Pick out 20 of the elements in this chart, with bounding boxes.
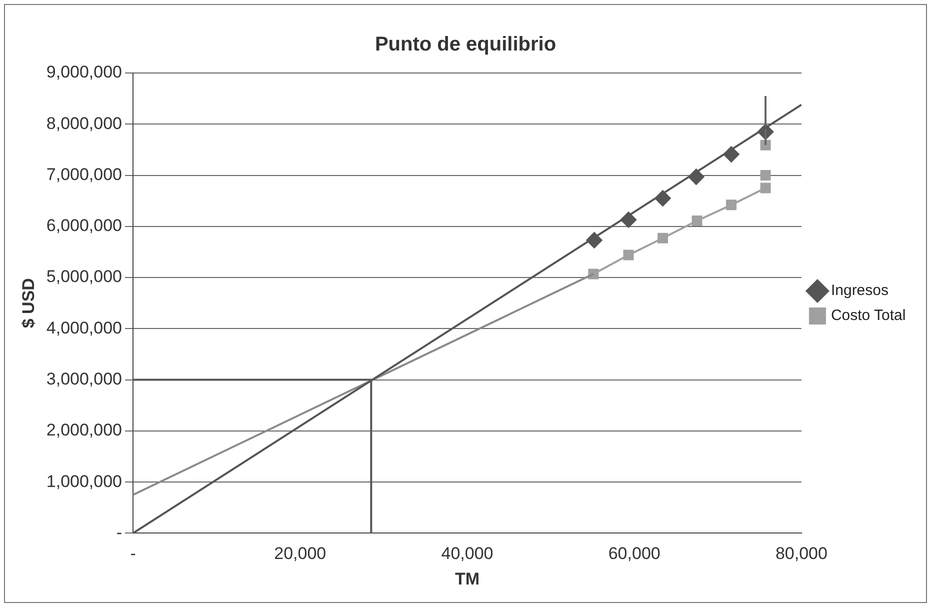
y-tick-label: 4,000,000 <box>46 318 122 338</box>
y-axis-title: $ USD <box>18 278 38 328</box>
y-tick-label: 2,000,000 <box>46 420 122 440</box>
y-tick-label: 1,000,000 <box>46 472 122 491</box>
y-tick-label: 6,000,000 <box>46 216 122 236</box>
x-tick-label: 60,000 <box>608 544 660 564</box>
x-tick-label: 80,000 <box>775 544 828 564</box>
y-tick-label: - <box>116 522 122 542</box>
legend-label: Ingresos <box>830 282 889 300</box>
y-tick-label: 8,000,000 <box>46 114 122 133</box>
chart-title: Punto de equilibrio <box>374 34 556 56</box>
x-tick-label: - <box>130 544 136 564</box>
legend-label: Costo Total <box>830 307 906 324</box>
x-axis-title: TM <box>454 569 480 588</box>
y-tick-label: 5,000,000 <box>46 267 122 286</box>
y-tick-label: 9,000,000 <box>46 62 122 82</box>
y-tick-label: 7,000,000 <box>46 164 122 184</box>
y-tick-label: 3,000,000 <box>46 369 122 388</box>
x-tick-label: 40,000 <box>441 544 494 564</box>
x-tick-label: 20,000 <box>274 544 326 564</box>
